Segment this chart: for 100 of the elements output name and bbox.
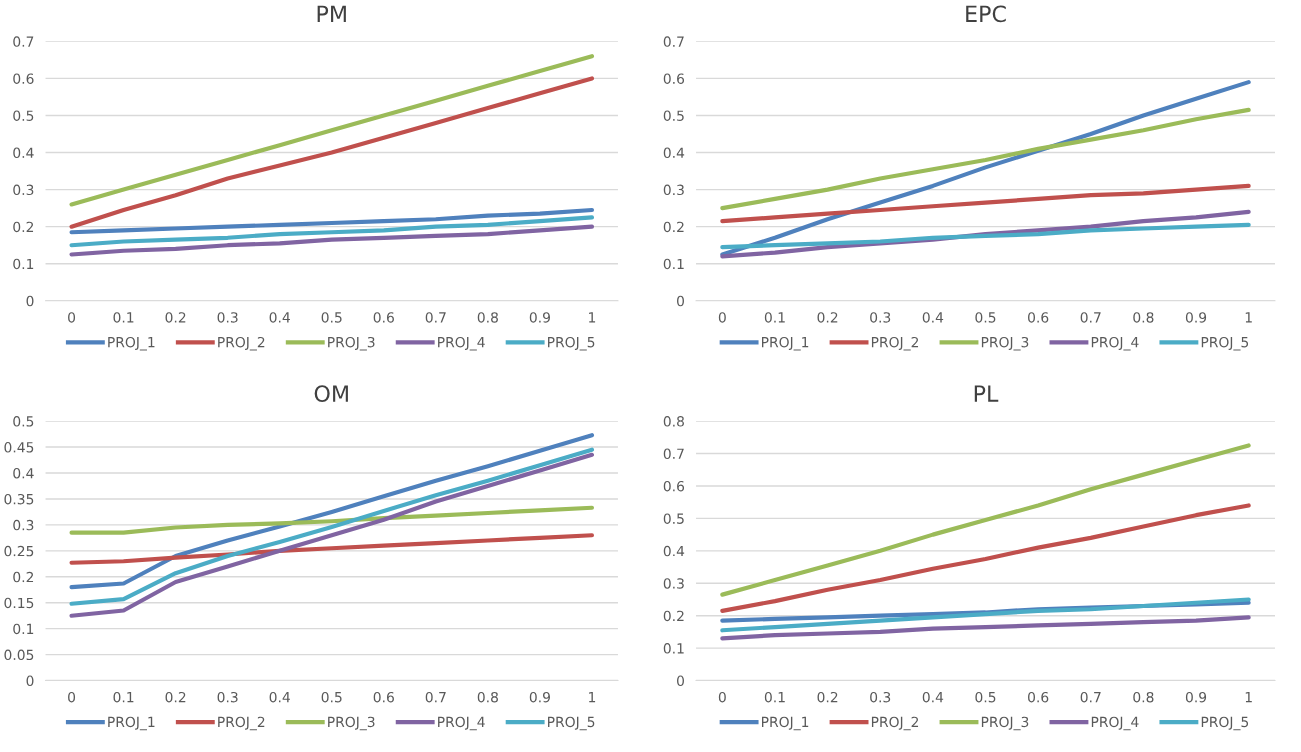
line-series (69, 533, 595, 565)
legend-label: PROJ_2 (871, 716, 919, 731)
x-tick-label: 0.5 (975, 312, 996, 323)
chart-title: PM (317, 5, 346, 22)
line-series (720, 597, 1251, 633)
x-tick-label: 0.4 (269, 312, 290, 323)
y-tick-label: 0 (677, 295, 684, 307)
x-tick-label: 0.9 (1185, 312, 1207, 323)
y-tick-label: 0.6 (663, 73, 685, 84)
x-tick-label: 0.8 (1133, 691, 1154, 703)
legend-label: PROJ_1 (108, 716, 155, 731)
x-tick-label: 0 (68, 312, 76, 323)
line-series (69, 54, 595, 207)
legend-label: PROJ_3 (328, 336, 375, 351)
y-tick-label: 0.5 (13, 110, 34, 121)
y-tick-label: 0.4 (663, 147, 685, 159)
legend-label: PROJ_2 (218, 336, 265, 351)
y-tick-label: 0.3 (13, 519, 34, 531)
legend-label: PROJ_2 (218, 716, 265, 731)
legend-label: PROJ_3 (981, 336, 1029, 351)
y-tick-label: 0.15 (4, 597, 34, 609)
x-tick-label: 1 (589, 312, 596, 323)
y-tick-label: 0.4 (663, 545, 685, 557)
x-tick-label: 0.7 (1080, 312, 1101, 323)
chart-title: OM (314, 385, 348, 402)
legend-label: PROJ_1 (762, 336, 809, 351)
y-tick-label: 0.4 (13, 467, 34, 479)
legend-label: PROJ_5 (548, 336, 595, 351)
line-series (69, 207, 595, 235)
x-tick-label: 0.2 (165, 312, 186, 323)
x-tick-label: 0.2 (817, 312, 838, 323)
x-tick-label: 0.3 (870, 691, 891, 703)
x-tick-label: 0.4 (922, 691, 944, 703)
x-tick-label: 0.1 (113, 691, 134, 703)
line-series (69, 76, 595, 229)
y-tick-label: 0.6 (13, 73, 34, 84)
x-tick-label: 0 (718, 312, 726, 323)
x-tick-label: 0.3 (870, 312, 891, 323)
y-tick-label: 0.7 (663, 36, 684, 47)
y-tick-label: 0.1 (13, 258, 34, 270)
legend-label: PROJ_3 (981, 716, 1029, 731)
legend-label: PROJ_4 (438, 716, 485, 731)
y-tick-label: 0.1 (663, 643, 684, 654)
y-tick-label: 0.7 (13, 36, 34, 47)
y-tick-label: 0.1 (663, 258, 684, 270)
y-tick-label: 0 (26, 295, 34, 307)
x-tick-label: 0.2 (817, 691, 838, 703)
x-tick-label: 0.6 (373, 312, 394, 323)
x-tick-label: 0 (718, 691, 726, 703)
chart-title: EPC (966, 5, 1006, 23)
y-tick-label: 0.35 (4, 493, 34, 505)
x-tick-label: 0.3 (217, 691, 238, 703)
line-series (720, 222, 1251, 250)
legend-label: PROJ_5 (1201, 336, 1249, 351)
x-tick-label: 1 (1245, 692, 1252, 703)
legend-label: PROJ_4 (1091, 336, 1139, 351)
x-tick-label: 0.8 (477, 312, 498, 323)
y-tick-label: 0.2 (663, 610, 684, 622)
y-tick-label: 0.5 (13, 416, 34, 427)
y-tick-label: 0.25 (4, 545, 34, 557)
x-tick-label: 0.6 (373, 691, 394, 703)
x-tick-label: 0.4 (922, 312, 944, 323)
x-tick-label: 0.3 (217, 312, 238, 323)
x-tick-label: 0.7 (425, 312, 446, 323)
line-series (69, 215, 595, 248)
x-tick-label: 0.6 (1028, 691, 1049, 703)
legend-label: PROJ_1 (762, 716, 809, 731)
y-tick-label: 0.2 (13, 571, 34, 583)
x-tick-label: 0.2 (165, 691, 186, 703)
y-tick-label: 0.2 (13, 221, 34, 233)
legend-label: PROJ_3 (328, 716, 375, 731)
x-tick-label: 0.1 (764, 691, 785, 703)
x-tick-label: 0.8 (477, 691, 498, 703)
y-tick-label: 0 (677, 675, 684, 687)
x-tick-label: 1 (589, 692, 596, 703)
y-tick-label: 0.2 (663, 221, 684, 233)
y-tick-label: 0.4 (13, 147, 34, 159)
x-tick-label: 0.5 (321, 691, 342, 703)
x-tick-label: 0.1 (113, 312, 134, 323)
x-tick-label: 0 (68, 691, 76, 703)
legend-label: PROJ_4 (438, 336, 485, 351)
chart-title: PL (974, 385, 999, 402)
x-tick-label: 0.6 (1028, 312, 1049, 323)
x-tick-label: 0.4 (269, 691, 290, 703)
y-tick-label: 0.7 (663, 448, 684, 460)
legend-label: PROJ_2 (871, 336, 919, 351)
x-tick-label: 0.7 (425, 691, 446, 703)
y-tick-label: 0.5 (663, 110, 684, 121)
line-series (720, 183, 1251, 224)
y-tick-label: 0.6 (663, 480, 685, 492)
x-tick-label: 1 (1245, 312, 1252, 323)
line-series (720, 107, 1251, 211)
y-tick-label: 0.05 (4, 649, 34, 661)
line-series (720, 443, 1251, 597)
line-series (720, 615, 1251, 641)
x-tick-label: 0.5 (321, 312, 342, 323)
legend-label: PROJ_1 (108, 336, 155, 351)
y-tick-label: 0.45 (4, 442, 34, 453)
x-tick-label: 0.9 (529, 312, 550, 323)
y-tick-label: 0.3 (663, 578, 684, 589)
